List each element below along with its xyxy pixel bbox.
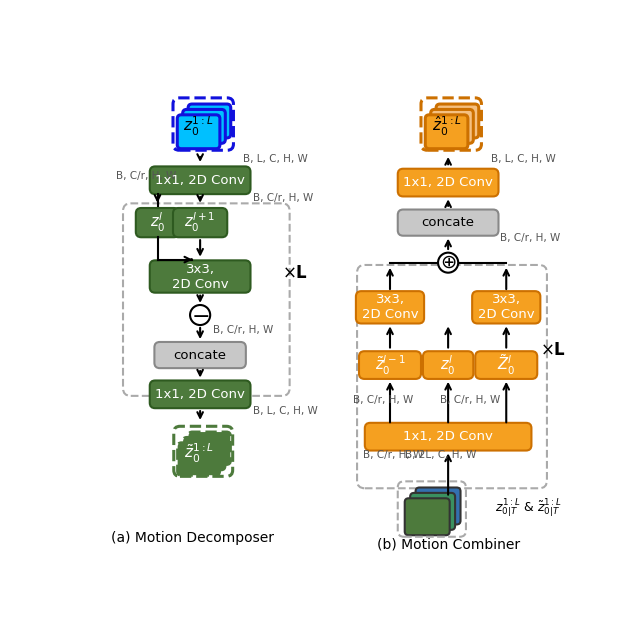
Text: $\tilde{z}_0^{1:L}$: $\tilde{z}_0^{1:L}$ (184, 442, 214, 465)
Text: (b) Motion Combiner: (b) Motion Combiner (376, 537, 520, 551)
FancyBboxPatch shape (188, 104, 231, 138)
FancyBboxPatch shape (365, 423, 531, 450)
FancyBboxPatch shape (436, 104, 479, 138)
Text: $\times\mathbf{L}$: $\times\mathbf{L}$ (540, 341, 566, 359)
FancyBboxPatch shape (189, 432, 230, 464)
FancyBboxPatch shape (150, 260, 250, 293)
Text: $z_0^{1:L}$: $z_0^{1:L}$ (183, 114, 214, 138)
FancyBboxPatch shape (178, 443, 220, 475)
Text: $\hat{z}_0^{1:L}$: $\hat{z}_0^{1:L}$ (433, 114, 462, 138)
Text: B, C/r, H, W: B, C/r, H, W (353, 395, 413, 404)
FancyBboxPatch shape (431, 109, 474, 143)
Text: $\oplus$: $\oplus$ (440, 253, 456, 272)
Text: concate: concate (422, 216, 475, 229)
Text: 3x3,
2D Conv: 3x3, 2D Conv (478, 293, 534, 321)
Text: B, L, C, H, W: B, L, C, H, W (243, 154, 307, 163)
FancyBboxPatch shape (404, 498, 450, 536)
FancyBboxPatch shape (397, 169, 499, 197)
Text: B, C/r, H, W: B, C/r, H, W (116, 172, 177, 181)
Text: 3x3,
2D Conv: 3x3, 2D Conv (172, 263, 228, 291)
Text: B, C/r, H, W: B, C/r, H, W (363, 450, 423, 460)
Text: B, C/r, H, W: B, C/r, H, W (253, 193, 313, 203)
FancyBboxPatch shape (150, 167, 250, 194)
Text: 1x1, 2D Conv: 1x1, 2D Conv (155, 174, 245, 187)
FancyBboxPatch shape (423, 351, 474, 379)
Text: $\tilde{z}_0^{l-1}$: $\tilde{z}_0^{l-1}$ (374, 354, 405, 377)
Text: $-$: $-$ (191, 305, 209, 325)
Text: 1x1, 2D Conv: 1x1, 2D Conv (403, 430, 493, 443)
FancyBboxPatch shape (410, 493, 455, 530)
Text: 1x1, 2D Conv: 1x1, 2D Conv (155, 388, 245, 401)
FancyBboxPatch shape (359, 351, 421, 379)
Text: (a) Motion Decomposer: (a) Motion Decomposer (111, 531, 274, 545)
Text: $z_0^l$: $z_0^l$ (150, 211, 165, 234)
FancyBboxPatch shape (476, 351, 537, 379)
FancyBboxPatch shape (356, 291, 424, 324)
Text: $z_{0|T}^{1:L}$ & $\tilde{z}_{0|T}^{1:L}$: $z_{0|T}^{1:L}$ & $\tilde{z}_{0|T}^{1:L}… (495, 498, 561, 520)
Text: $\times\mathbf{L}$: $\times\mathbf{L}$ (282, 264, 308, 282)
FancyBboxPatch shape (415, 488, 461, 525)
FancyBboxPatch shape (150, 380, 250, 408)
Text: $\tilde{Z}_0^l$: $\tilde{Z}_0^l$ (497, 353, 515, 377)
Text: 1x1, 2D Conv: 1x1, 2D Conv (403, 176, 493, 189)
Text: B, L, C, H, W: B, L, C, H, W (253, 406, 317, 417)
Text: $z_0^{l+1}$: $z_0^{l+1}$ (184, 211, 216, 234)
Text: B, C/r, H, W: B, C/r, H, W (440, 395, 500, 404)
FancyBboxPatch shape (397, 209, 499, 236)
Text: B, C/r, H, W: B, C/r, H, W (213, 326, 273, 335)
Text: $z_0^l$: $z_0^l$ (440, 354, 456, 377)
FancyBboxPatch shape (472, 291, 540, 324)
Text: B, L, C, H, W: B, L, C, H, W (491, 154, 556, 163)
FancyBboxPatch shape (425, 115, 468, 149)
Text: concate: concate (173, 349, 227, 361)
FancyBboxPatch shape (177, 115, 220, 149)
FancyBboxPatch shape (136, 208, 179, 237)
FancyBboxPatch shape (173, 208, 227, 237)
Circle shape (438, 252, 458, 273)
Text: B, C/r, H, W: B, C/r, H, W (500, 233, 560, 243)
FancyBboxPatch shape (183, 438, 225, 470)
Circle shape (190, 305, 210, 325)
FancyBboxPatch shape (154, 342, 246, 368)
Text: 3x3,
2D Conv: 3x3, 2D Conv (362, 293, 419, 321)
FancyBboxPatch shape (182, 109, 225, 143)
Text: B, 2L, C, H, W: B, 2L, C, H, W (404, 450, 476, 460)
